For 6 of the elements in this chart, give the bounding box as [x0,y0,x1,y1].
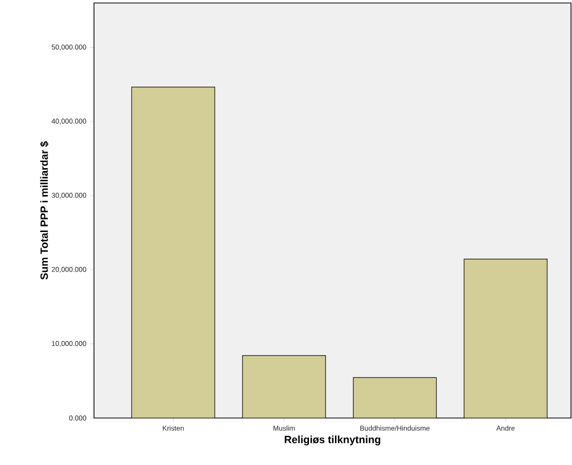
bar [242,355,326,418]
y-axis-title: Sum Total PPP i milliardar $ [40,141,49,280]
bar [464,258,548,418]
x-axis-title: Religiøs tilknytning [284,436,380,446]
bar [352,377,437,418]
bar [132,87,215,418]
